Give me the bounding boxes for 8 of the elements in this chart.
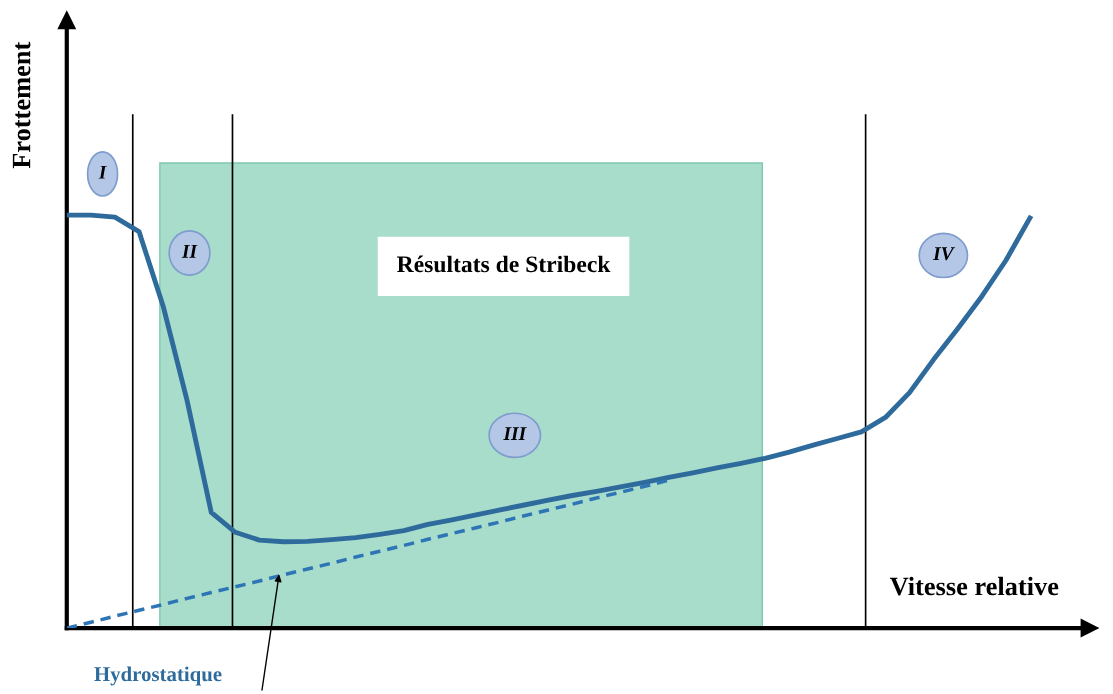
text: Hydrostatique [94, 666, 222, 686]
y-axis-title: Frottement [12, 41, 31, 169]
annotation: Résultats de Stribeck [397, 255, 611, 273]
annotation: IV [932, 247, 955, 261]
x-axis-title: Vitesse relative [889, 576, 1059, 596]
text: I [98, 165, 107, 179]
annotation: III [503, 427, 527, 441]
annotation: II [181, 244, 198, 258]
